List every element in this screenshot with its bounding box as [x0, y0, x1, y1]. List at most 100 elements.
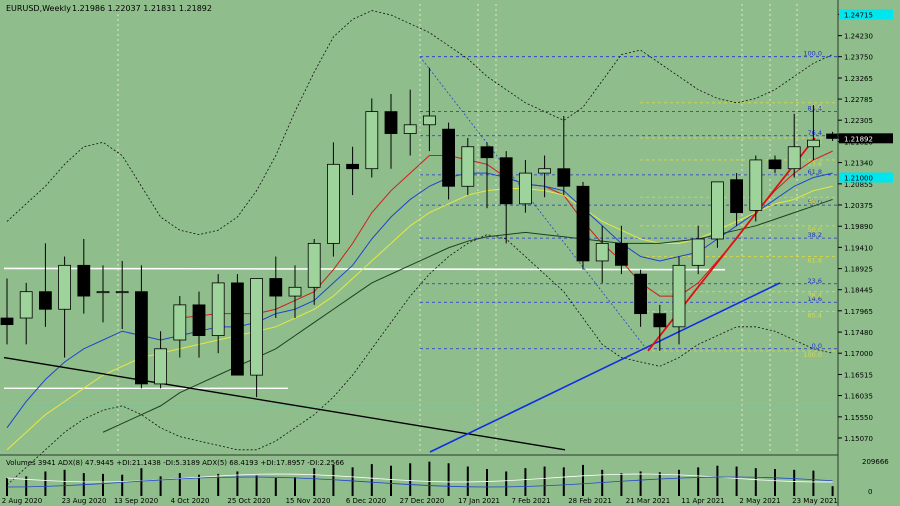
candle-bull	[787, 146, 801, 170]
volume-panel: 209666 0	[0, 454, 889, 496]
y-tick-label: 1.22785	[844, 96, 873, 104]
y-tick-label: 1.23750	[844, 54, 873, 62]
candle-bull	[672, 264, 686, 328]
y-tick-label: 1.22305	[844, 117, 873, 125]
candle-bull	[326, 163, 340, 244]
candle-bull	[288, 286, 302, 297]
bollinger-lower	[6, 234, 833, 486]
candle-bear	[826, 133, 839, 139]
x-tick-label: 27 Dec 2020	[400, 497, 445, 505]
x-tick-label: 28 Feb 2021	[568, 497, 612, 505]
candle-bear	[384, 111, 398, 134]
x-tick-label: 23 Aug 2020	[62, 497, 107, 505]
candle-bear	[615, 242, 628, 266]
volume-scale-top: 209666	[862, 458, 889, 466]
candle-bear	[77, 264, 91, 297]
candle-bear	[442, 128, 456, 187]
candle-bear	[557, 168, 571, 187]
y-tick-label: 1.17480	[844, 329, 873, 337]
price-tag-cyan-label: 1.21000	[844, 174, 873, 182]
candle-bull	[250, 278, 264, 376]
y-tick-label: 1.20855	[844, 181, 873, 189]
y-tick-label: 1.15550	[844, 414, 873, 422]
indicator-label: Volumes 3941 ADX(8) 47.9445 +DI:21.1438 …	[6, 459, 345, 467]
candle-bull	[422, 115, 436, 126]
price-tag-top-label: 1.24715	[844, 11, 873, 19]
candle-bull	[307, 242, 321, 288]
fib-yellow-label: 23.6	[808, 160, 822, 168]
y-tick-label: 1.15070	[844, 435, 873, 443]
x-tick-label: 25 Oct 2020	[227, 497, 270, 505]
x-tick-label: 6 Dec 2020	[346, 497, 386, 505]
candle-bear	[576, 185, 590, 262]
candle-bear	[499, 157, 513, 205]
fib-blue-label: 38.2	[808, 231, 822, 239]
fib-yellow-label: 50.0	[808, 226, 822, 234]
candle-bull	[154, 348, 168, 385]
volume-scale-mid: 0	[868, 488, 872, 496]
x-tick-label: 2 Aug 2020	[2, 497, 42, 505]
price-axis: 1.24715 1.24230 1.23750 1.23265 1.22785 1.223…	[837, 0, 893, 506]
candle-bull	[19, 291, 33, 319]
x-tick-label: 7 Feb 2021	[511, 497, 550, 505]
candle-bull	[173, 304, 187, 341]
fib-yellow-label: 76.4	[808, 292, 822, 300]
candle-bear	[730, 179, 743, 214]
candle-bull	[595, 242, 609, 262]
y-tick-label: 1.18445	[844, 287, 873, 295]
fib-yellow-label: 61.8	[808, 257, 822, 265]
di-line	[6, 476, 833, 488]
candle-bear	[768, 159, 782, 170]
fib-yellow-label: 38.2	[808, 197, 822, 205]
x-tick-label: 13 Sep 2020	[114, 497, 158, 505]
candle-bear	[39, 291, 52, 310]
candle-bull	[58, 264, 71, 310]
candle-bull	[365, 111, 379, 170]
x-tick-label: 11 Apr 2021	[681, 497, 724, 505]
x-tick-label: 17 Jan 2021	[458, 497, 500, 505]
trendline-black	[3, 356, 566, 451]
candle-bear	[480, 146, 494, 159]
candle-bull	[211, 282, 225, 337]
chart-header-symbol: EURUSD,Weekly	[6, 4, 71, 13]
price-tag-cyan	[839, 172, 893, 183]
candle-bear	[134, 291, 148, 385]
x-tick-label: 21 Mar 2021	[626, 497, 670, 505]
fib-blue-label: 50.0	[808, 198, 822, 206]
y-tick-label: 1.16035	[844, 393, 873, 401]
candle-bear	[346, 163, 360, 170]
current-price-label: 1.21892	[844, 135, 873, 143]
candle-bear	[192, 304, 206, 337]
fib-blue-label: 85.4	[808, 105, 822, 113]
y-tick-label: 1.17965	[844, 308, 873, 316]
fib-blue-label: 100.0	[803, 50, 822, 58]
candle-bear	[634, 273, 647, 315]
current-price-tag	[839, 133, 893, 144]
fib-blue-label: 14.6	[808, 295, 822, 303]
candle-bull	[519, 172, 532, 205]
y-tick-label: 1.20375	[844, 202, 873, 210]
fib-blue-label: 76.4	[808, 129, 822, 137]
candle-bear	[230, 282, 244, 376]
moving-average-dark	[102, 198, 833, 433]
fib-blue-label: 23.6	[808, 277, 822, 285]
candle-bull	[403, 124, 417, 134]
x-tick-label: 15 Nov 2020	[286, 497, 331, 505]
bollinger-upper	[6, 10, 833, 235]
y-tick-label: 1.21340	[844, 160, 873, 168]
y-tick-label: 1.24230	[844, 33, 873, 41]
candle-bull	[807, 139, 820, 148]
trendline-blue	[429, 282, 781, 453]
price-tag-top	[839, 9, 893, 20]
candle-bull	[461, 146, 475, 187]
y-tick-label: 1.17000	[844, 350, 873, 358]
fib-blue-label: 61.8	[808, 168, 822, 176]
candle-bull	[711, 181, 724, 240]
y-tick-label: 1.16515	[844, 371, 873, 379]
fib-yellow-label: 0.0	[812, 103, 822, 111]
fib-blue-label: 0.0	[812, 342, 822, 350]
x-tick-label: 4 Oct 2020	[171, 497, 210, 505]
